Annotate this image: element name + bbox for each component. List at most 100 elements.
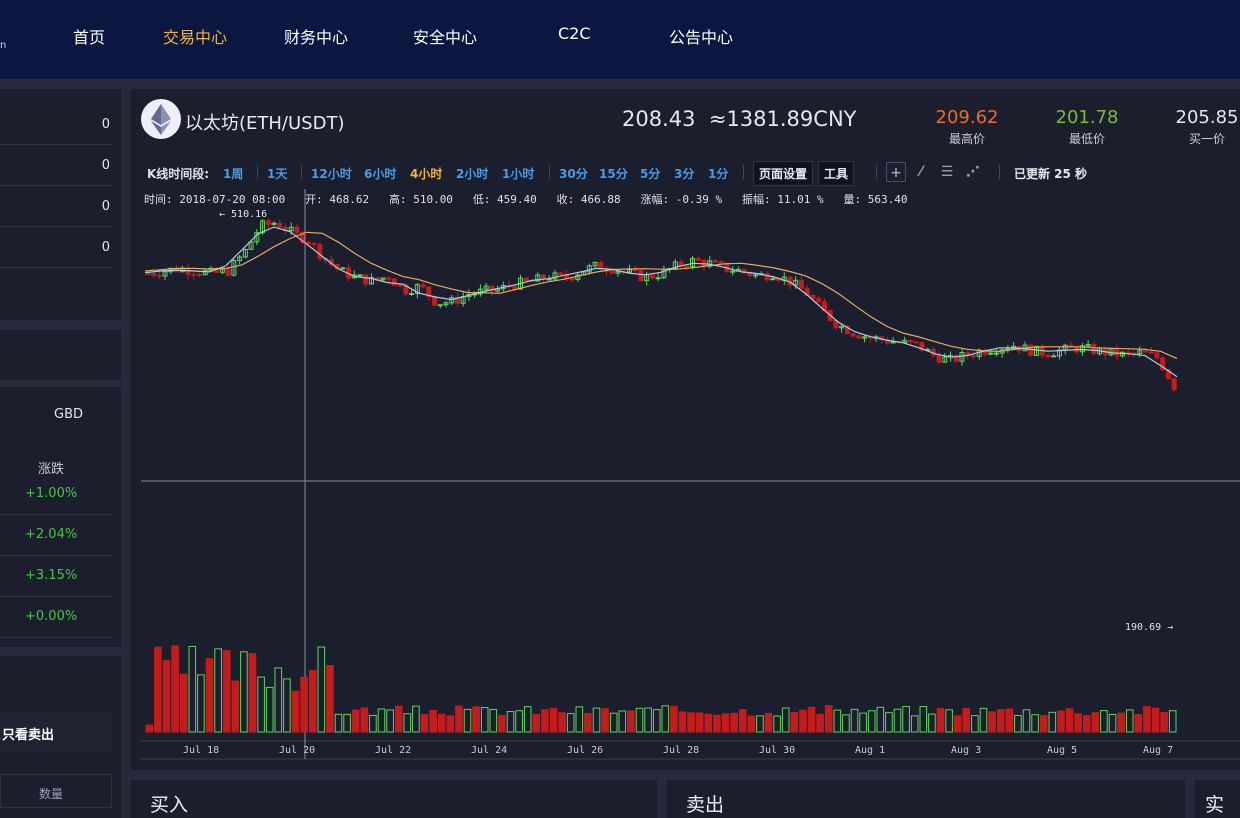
list-item[interactable]: +0.00% [0,597,112,638]
x-tick-label: Jul 18 [183,745,219,756]
period-6h[interactable]: 6小时 [364,167,397,181]
candle [145,273,151,276]
candle [380,277,386,281]
volume-bar [816,713,824,733]
volume-bar [351,709,360,733]
period-1w[interactable]: 1周 [223,167,244,181]
volume-bar [893,708,902,733]
candle [1154,352,1160,359]
candle [942,356,948,363]
volume-bar [1048,711,1057,733]
period-30m[interactable]: 30分 [559,167,588,181]
candle [368,277,374,285]
x-tick-label: Aug 5 [1047,745,1077,756]
period-15m[interactable]: 15分 [599,167,628,181]
sell-only-toggle[interactable]: 只看卖出 [0,711,112,753]
candle [317,243,323,259]
volume-bar [489,708,498,733]
candle [1045,354,1051,357]
horizontal-lines-icon[interactable]: ☰ [940,164,954,180]
nav-finance-center[interactable]: 财务中心 [284,28,349,47]
nav-trading-center[interactable]: 交易中心 [163,28,228,47]
currency-label: GBD [54,407,84,422]
x-tick-label: Jul 22 [375,745,411,756]
candle [191,273,197,276]
list-item[interactable]: +1.00% [0,474,112,515]
volume-bar [326,664,334,733]
left-sidebar: 0 0 0 0 GBD 涨跌 +1.00% +2.04% +3.15% +0.0… [0,89,121,818]
volume-bar [962,707,971,733]
volume-bar [627,710,635,733]
nav-c2c[interactable]: C2C [558,24,591,43]
volume-bar [429,709,437,733]
candle [672,261,678,270]
volume-bar [1031,714,1039,733]
period-12h[interactable]: 12小时 [311,167,352,181]
volume-bar [480,707,489,733]
x-tick-label: Aug 1 [855,745,885,756]
candle [202,270,208,276]
tools-button[interactable]: 工具 [818,161,855,186]
x-tick-label: Jul 20 [279,745,315,756]
period-1d[interactable]: 1天 [267,167,288,181]
candle [489,285,495,292]
candle [569,278,575,281]
crosshair-icon[interactable]: + [886,162,906,182]
period-3m[interactable]: 3分 [674,167,695,181]
asset-row: 0 [0,187,112,227]
candle [649,274,655,279]
volume-bar [205,658,214,733]
candlestick-chart[interactable]: ← 510.16 190.69 → Jul 18 Jul 20 Jul 22 Jul 24… [131,89,1240,770]
period-2h[interactable]: 2小时 [456,167,489,181]
volume-bar [1005,708,1014,733]
volume-bar [403,713,412,733]
candle [690,257,696,268]
candle [902,339,908,343]
volume-bar [988,711,996,733]
candle [598,261,604,270]
candle [288,226,294,232]
ma-slow-line [144,231,1178,360]
volume-bar [678,711,687,733]
volume-bar [850,708,859,733]
list-item[interactable]: +3.15% [0,556,112,597]
volume-bar [721,713,730,733]
page-settings-button[interactable]: 页面设置 [753,161,814,186]
candle [311,242,317,245]
period-1m[interactable]: 1分 [708,167,729,181]
volume-bar [979,707,988,733]
volume-bar [394,705,403,733]
period-1h[interactable]: 1小时 [502,167,535,181]
candle [512,286,518,290]
candle [638,269,644,282]
volume-bar [506,711,515,733]
volume-bar [790,712,799,733]
nav-security-center[interactable]: 安全中心 [413,28,478,47]
candle [793,279,799,286]
period-4h[interactable]: 4小时 [410,167,443,181]
volume-bar [953,715,962,733]
x-tick-label: Jul 26 [567,745,603,756]
volume-bar [971,715,979,733]
period-5m[interactable]: 5分 [640,167,661,181]
volume-bar [343,713,351,733]
volume-bar [549,707,558,733]
volume-bar [197,674,205,733]
volume-bar [214,648,222,733]
trend-line-icon[interactable]: ⁄ [919,164,923,180]
volume-bar [1117,712,1125,733]
volume-bar [154,646,162,733]
candle [890,341,896,344]
list-item[interactable]: +2.04% [0,515,112,556]
nav-home[interactable]: 首页 [73,28,106,47]
fan-icon[interactable]: ⋰ [966,164,980,180]
volume-bar [713,714,721,733]
candle [432,295,438,306]
candle [988,352,994,355]
volume-bar [265,686,274,733]
nav-announcements[interactable]: 公告中心 [669,28,734,47]
volume-bar [412,705,420,733]
candle [953,355,959,362]
volume-bar [291,690,300,733]
sidebar-section [0,330,121,380]
